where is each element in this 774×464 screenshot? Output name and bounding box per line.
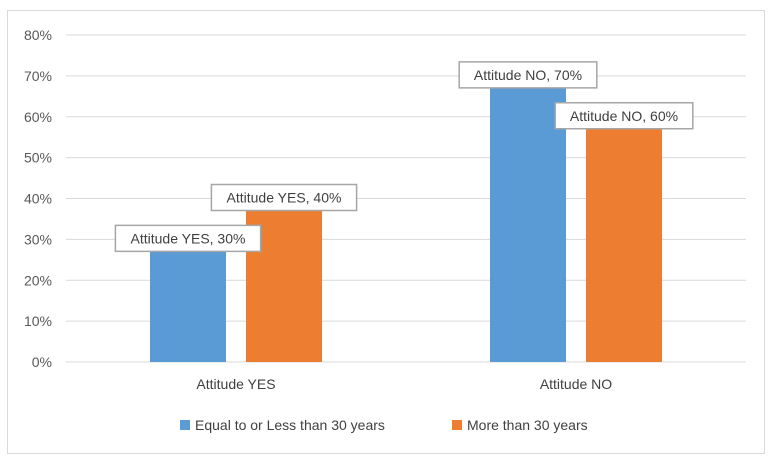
legend-label: Equal to or Less than 30 years — [195, 417, 385, 433]
y-tick-label: 60% — [24, 109, 52, 125]
y-tick-label: 30% — [24, 231, 52, 247]
legend-label: More than 30 years — [467, 417, 588, 433]
category-label: Attitude YES — [196, 376, 275, 392]
y-tick-label: 80% — [24, 27, 52, 43]
bar-2-2 — [586, 116, 662, 362]
y-tick-label: 10% — [24, 313, 52, 329]
data-label: Attitude NO, 60% — [570, 108, 678, 124]
y-tick-label: 70% — [24, 68, 52, 84]
data-label: Attitude NO, 70% — [474, 67, 582, 83]
legend-swatch — [180, 420, 190, 430]
data-label: Attitude YES, 30% — [131, 230, 246, 246]
y-tick-label: 40% — [24, 191, 52, 207]
bar-1-1 — [150, 239, 226, 362]
category-label: Attitude NO — [540, 376, 612, 392]
data-label-box — [458, 61, 598, 89]
legend-swatch — [452, 420, 462, 430]
data-label-box — [554, 102, 694, 130]
data-label-box — [210, 183, 358, 212]
y-tick-label: 20% — [24, 272, 52, 288]
y-tick-label: 50% — [24, 150, 52, 166]
data-label: Attitude YES, 40% — [227, 190, 342, 206]
bar-1-2 — [490, 75, 566, 362]
y-tick-label: 0% — [32, 354, 52, 370]
bar-2-1 — [246, 198, 322, 362]
data-label-box — [114, 224, 262, 253]
